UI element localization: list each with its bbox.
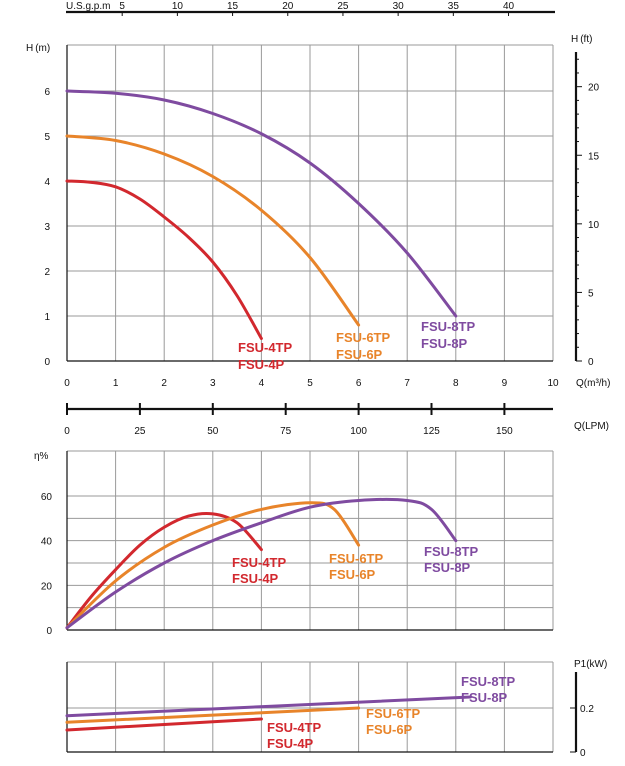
lpm-tick-label: 25 [134,426,146,437]
head-label-6p: FSU-6P [336,347,383,362]
gpm-axis: U.S.g.p.m 5 10 15 20 25 30 35 40 [66,1,555,16]
head-x-tick-label: 8 [453,378,459,389]
head-x-tick-label: 10 [547,378,559,389]
head-ft-ticks: 0 5 10 15 20 [576,58,600,368]
lpm-tick-label: 150 [496,426,513,437]
power-curve-fsu-8 [65,695,472,718]
head-chart: H (m) H (ft) Q(m³/h) 0 1 2 3 4 5 6 0 1 2 3 4 5 6 7 8 9 1… [26,34,610,389]
head-x-tick-label: 9 [502,378,508,389]
power-curves [65,695,472,732]
efficiency-curve-fsu-6 [65,501,361,630]
pow-label-6p: FSU-6P [366,722,413,737]
gpm-tick-label: 35 [448,1,460,12]
lpm-axis: Q(LPM) 0 25 50 75 100 125 150 [64,403,609,437]
head-ft-tick-label: 15 [588,151,600,162]
head-series-labels: FSU-4TP FSU-4P FSU-6TP FSU-6P FSU-8TP FS… [238,319,476,372]
eff-label-6tp: FSU-6TP [329,551,384,566]
efficiency-curves [65,497,458,630]
head-chart-grid [67,44,554,361]
power-ticks: 00.2 [570,704,594,759]
efficiency-ticks: 0 20 40 60 [41,492,53,637]
head-left-tick-label: 6 [44,87,50,98]
head-left-tick-label: 4 [44,177,50,188]
power-chart-grid [67,661,554,752]
head-curve-fsu-6 [65,134,361,327]
efficiency-series-labels: FSU-4TP FSU-4P FSU-6TP FSU-6P FSU-8TP FS… [232,544,479,586]
lpm-tick-label: 75 [280,426,292,437]
lpm-axis-label: Q(LPM) [574,421,609,432]
lpm-tick-label: 0 [64,426,70,437]
head-x-tick-label: 2 [161,378,167,389]
efficiency-tick-label: 0 [46,626,52,637]
head-left-tick-label: 0 [44,357,50,368]
lpm-ticks: 0 25 50 75 100 125 150 [64,403,513,437]
eff-label-8tp: FSU-8TP [424,544,479,559]
head-left-tick-label: 5 [44,132,50,143]
eff-label-8p: FSU-8P [424,560,471,575]
power-series-labels: FSU-4TP FSU-4P FSU-6TP FSU-6P FSU-8TP FS… [267,674,516,751]
head-x-tick-label: 5 [307,378,313,389]
efficiency-curve-fsu-8 [65,497,458,630]
lpm-tick-label: 125 [423,426,440,437]
power-curve-fsu-6 [65,706,361,724]
head-x-tick-label: 1 [113,378,119,389]
efficiency-tick-label: 20 [41,581,53,592]
head-label-4p: FSU-4P [238,357,285,372]
pow-label-4p: FSU-4P [267,736,314,751]
efficiency-chart: η% 0 20 40 60 FSU-4TP FSU-4P FSU-6TP FSU-6P… [34,450,554,637]
head-x-tick-label: 3 [210,378,216,389]
pow-label-8p: FSU-8P [461,690,508,705]
head-ylabel-right: H (ft) [571,34,592,45]
head-label-4tp: FSU-4TP [238,340,293,355]
head-x-tick-label: 4 [259,378,265,389]
eff-label-4tp: FSU-4TP [232,555,287,570]
efficiency-tick-label: 40 [41,537,53,548]
gpm-tick-label: 20 [282,1,294,12]
head-x-tick-label: 6 [356,378,362,389]
head-label-6tp: FSU-6TP [336,330,391,345]
head-left-tick-label: 2 [44,267,50,278]
gpm-ticks: 5 10 15 20 25 30 35 40 [119,1,515,16]
gpm-tick-label: 10 [172,1,184,12]
lpm-tick-label: 50 [207,426,219,437]
power-tick-label: 0.2 [580,704,594,715]
head-label-8tp: FSU-8TP [421,319,476,334]
head-ft-tick-label: 20 [588,83,600,94]
pow-label-4tp: FSU-4TP [267,720,322,735]
head-x-ticks: 0 1 2 3 4 5 6 7 8 9 10 [64,378,559,389]
power-chart: P1(kW) 00.2 FSU-4TP FSU-4P FSU-6TP FSU-6… [65,659,607,759]
efficiency-chart-grid [67,450,554,630]
gpm-tick-label: 30 [393,1,405,12]
power-ylabel: P1(kW) [574,659,607,670]
head-ft-tick-label: 0 [588,357,594,368]
gpm-tick-label: 5 [119,1,125,12]
gpm-axis-label: U.S.g.p.m [66,1,110,12]
pow-label-8tp: FSU-8TP [461,674,516,689]
gpm-tick-label: 25 [337,1,349,12]
head-left-tick-label: 3 [44,222,50,233]
pow-label-6tp: FSU-6TP [366,706,421,721]
head-curve-fsu-8 [65,89,458,318]
head-x-tick-label: 0 [64,378,70,389]
gpm-tick-label: 15 [227,1,239,12]
head-left-tick-label: 1 [44,312,50,323]
head-curves [65,89,458,340]
eff-label-4p: FSU-4P [232,571,279,586]
eff-label-6p: FSU-6P [329,567,376,582]
head-x-tick-label: 7 [404,378,410,389]
efficiency-tick-label: 60 [41,492,53,503]
head-curve-fsu-4 [65,179,263,340]
head-ylabel-left: H (m) [26,43,50,54]
head-xlabel: Q(m³/h) [576,378,610,389]
efficiency-ylabel: η% [34,451,49,462]
head-label-8p: FSU-8P [421,336,468,351]
gpm-tick-label: 40 [503,1,515,12]
lpm-tick-label: 100 [350,426,367,437]
power-tick-label: 0 [580,748,586,759]
power-curve-fsu-4 [65,717,263,732]
head-left-ticks: 0 1 2 3 4 5 6 [44,87,50,368]
head-ft-tick-label: 10 [588,220,600,231]
head-ft-tick-label: 5 [588,288,594,299]
